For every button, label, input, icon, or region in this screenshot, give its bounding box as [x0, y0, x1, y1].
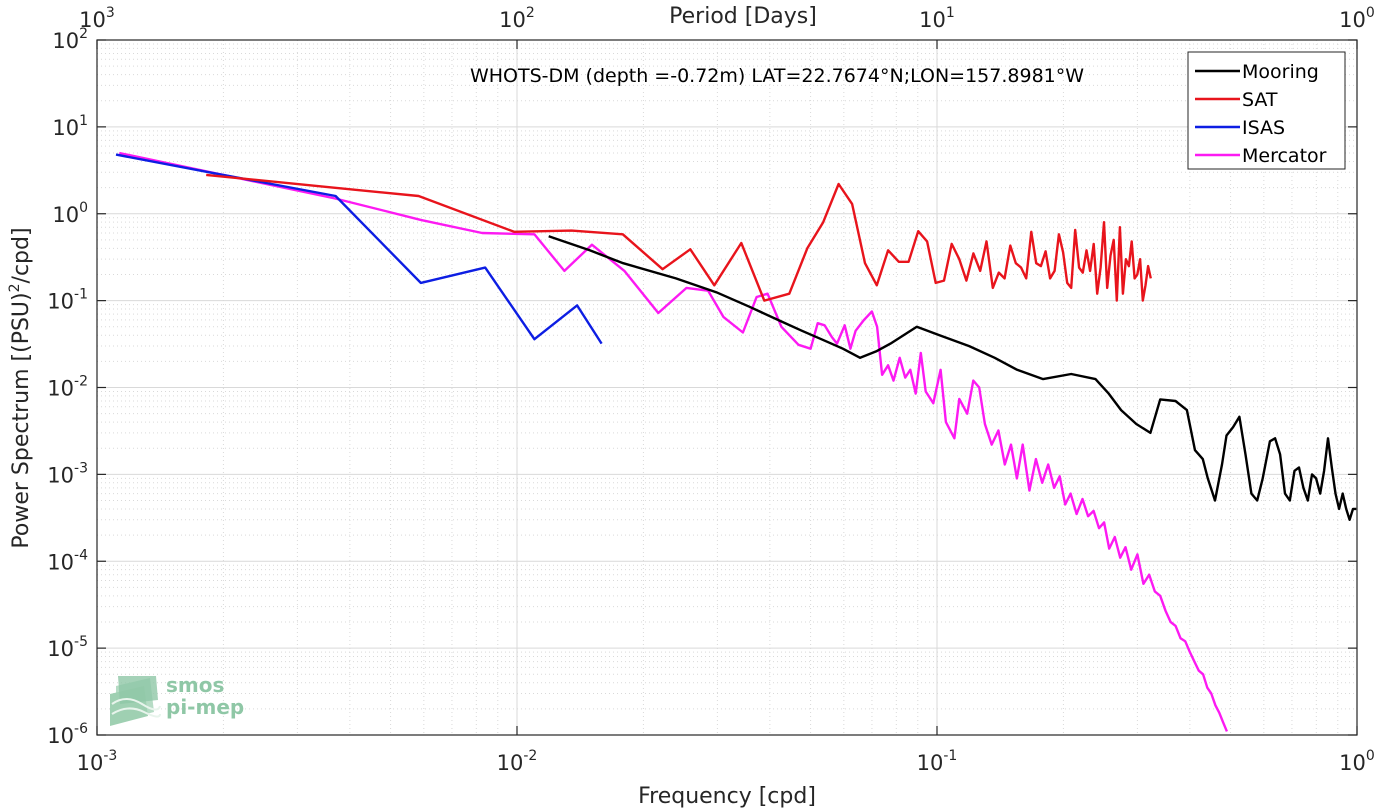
- y-tick-label: 10-1: [47, 287, 88, 314]
- y-tick-labels: 10-6 10-5 10-4 10-3 10-2 10-1 100 101 102: [47, 26, 88, 748]
- logo: smos pi-mep: [110, 673, 244, 726]
- y-axis-label: Power Spectrum [(PSU)2/cpd]: [7, 227, 34, 548]
- y-tick-label: 10-6: [47, 721, 88, 748]
- y-tick-label: 101: [52, 113, 88, 140]
- top-tick-label: 100: [1339, 5, 1375, 32]
- tick-marks: [96, 39, 1358, 736]
- x-tick-label: 10-1: [917, 748, 958, 775]
- legend-label-sat: SAT: [1242, 89, 1278, 111]
- logo-text-smos: smos: [166, 673, 224, 697]
- y-tick-label: 102: [52, 26, 88, 53]
- y-axis-label-sup: 2: [7, 283, 23, 292]
- logo-mark: [110, 676, 161, 726]
- series-line-isas: [115, 153, 603, 345]
- top-tick-label: 103: [79, 5, 115, 32]
- top-tick-labels: 103 102 101 100: [79, 5, 1375, 32]
- legend-label-mercator: Mercator: [1242, 145, 1327, 167]
- y-tick-label: 100: [52, 200, 88, 227]
- x-tick-labels: 10-3 10-2 10-1 100: [77, 748, 1375, 775]
- x-tick-label: 100: [1339, 748, 1375, 775]
- legend-items: Mooring SAT ISAS Mercator: [1195, 61, 1327, 167]
- y-tick-label: 10-5: [47, 634, 88, 661]
- y-tick-label: 10-2: [47, 374, 88, 401]
- y-tick-label: 10-4: [47, 547, 88, 574]
- top-tick-label: 102: [499, 5, 535, 32]
- chart-title: WHOTS-DM (depth =-0.72m) LAT=22.7674°N;L…: [470, 65, 1084, 87]
- legend: Mooring SAT ISAS Mercator: [1187, 51, 1346, 170]
- logo-text-pimep: pi-mep: [166, 695, 244, 719]
- y-axis-label-suffix: /cpd]: [9, 227, 34, 283]
- major-grid: [96, 39, 1358, 736]
- series-layer: [115, 151, 1357, 732]
- series-line-mercator: [119, 151, 1229, 732]
- x-tick-label: 10-3: [77, 748, 118, 775]
- legend-label-isas: ISAS: [1242, 117, 1285, 139]
- y-axis-label-main: Power Spectrum [(PSU): [9, 292, 34, 548]
- y-tick-label: 10-3: [47, 460, 88, 487]
- top-tick-label: 101: [919, 5, 955, 32]
- x-tick-label: 10-2: [497, 748, 538, 775]
- series-line-sat: [206, 173, 1152, 302]
- top-axis-label: Period [Days]: [669, 4, 817, 29]
- series-line-mooring: [548, 235, 1357, 521]
- legend-label-mooring: Mooring: [1242, 61, 1319, 83]
- x-axis-label: Frequency [cpd]: [638, 784, 816, 809]
